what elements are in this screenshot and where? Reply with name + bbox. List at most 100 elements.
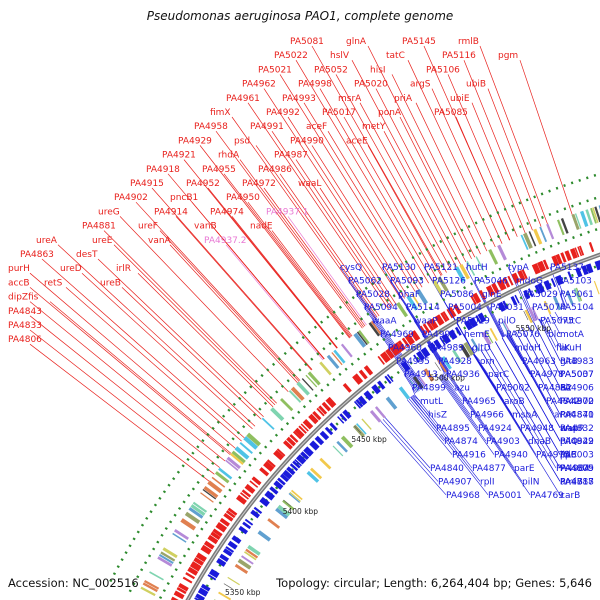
cog-block: [160, 551, 176, 562]
cog-block: [239, 442, 253, 454]
gene-block: [440, 312, 448, 323]
forward-leader-line: [383, 131, 457, 268]
forward-leader-line: [137, 272, 274, 408]
reverse-gene-label: PA5046: [474, 276, 508, 286]
forward-leader-line: [121, 287, 262, 420]
reverse-gene-label: PA4994: [422, 330, 456, 340]
cog-block: [593, 280, 600, 295]
cog-block: [398, 386, 411, 400]
scale-tick-mark: [354, 425, 362, 434]
reverse-leader-line: [382, 419, 439, 482]
forward-gene-label: irlR: [116, 264, 131, 274]
gene-block: [308, 413, 319, 425]
cog-block: [244, 551, 257, 561]
reverse-gene-label: PA4960: [388, 343, 422, 353]
reverse-leader-line: [505, 333, 507, 337]
gene-block: [236, 494, 247, 505]
reverse-gene-label: hutC: [560, 317, 581, 327]
reverse-gene-label: mdoH: [514, 343, 541, 353]
reverse-gene-label: PA4928: [438, 357, 472, 367]
gene-block: [216, 557, 227, 567]
reverse-gene-label: parC: [488, 370, 509, 380]
forward-leader-line: [29, 301, 226, 462]
cog-block: [368, 322, 381, 337]
reverse-leader-line: [544, 316, 561, 348]
forward-gene-label: PA4914: [154, 207, 188, 217]
reverse-gene-label: PA4907: [438, 477, 472, 487]
reverse-leader-line: [441, 374, 463, 402]
reverse-leader-line: [440, 374, 471, 415]
gene-block: [560, 252, 567, 263]
gene-block: [363, 390, 374, 401]
forward-gene-label: glnA: [346, 37, 367, 47]
reverse-gene-label: PA4842: [546, 397, 580, 407]
forward-gene-label: PA4987: [274, 151, 308, 161]
forward-leader-line: [199, 145, 350, 339]
gene-block: [442, 311, 450, 321]
reverse-gene-label: PA4877: [472, 464, 506, 474]
gene-block: [453, 303, 462, 315]
cog-block: [149, 571, 164, 581]
reverse-gene-label: wapR: [560, 424, 585, 434]
gene-block: [419, 325, 427, 336]
forward-leader-line: [519, 60, 573, 215]
reverse-gene-label: aruI: [560, 424, 578, 434]
gene-block: [193, 557, 205, 566]
reverse-gene-label: PA5062: [348, 276, 382, 286]
reverse-gene-label: gltD: [472, 343, 491, 353]
reverse-gene-label: waaA: [372, 317, 397, 327]
scale-tick-label: 5500 kbp: [430, 374, 466, 383]
gene-block: [225, 510, 236, 519]
forward-gene-label: PA4902: [114, 193, 148, 203]
reverse-gene-label: PA5031: [490, 303, 524, 313]
forward-leader-line: [29, 343, 210, 482]
cog-block: [356, 423, 367, 435]
forward-gene-label: fimX: [210, 108, 231, 118]
gene-block: [564, 250, 572, 262]
gene-block: [588, 241, 595, 253]
cog-block: [173, 528, 189, 541]
cog-block: [437, 359, 447, 373]
reverse-gene-label: PA5075: [540, 317, 574, 327]
forward-gene-label: PA4962: [242, 80, 276, 90]
forward-leader-line: [279, 173, 380, 317]
gene-block: [242, 521, 252, 530]
accession-text: Accession: NC_002516: [8, 576, 139, 590]
reverse-gene-label: PA4949: [560, 437, 594, 447]
gene-block: [282, 469, 293, 480]
gene-block: [517, 270, 526, 281]
forward-leader-line: [49, 301, 232, 454]
forward-strand-genes: [170, 241, 595, 600]
reverse-leader-line: [487, 345, 561, 469]
cog-block: [454, 266, 466, 283]
gene-block: [577, 246, 583, 257]
forward-leader-line: [175, 216, 312, 371]
reverse-gene-label: PA4787: [560, 477, 594, 487]
gene-block: [472, 292, 482, 304]
forward-gene-label: priA: [394, 94, 413, 104]
cog-block: [307, 371, 321, 386]
cog-block: [358, 330, 370, 345]
cog-block: [463, 341, 475, 356]
reverse-gene-label: PA5093: [390, 276, 424, 286]
cog-block: [172, 532, 187, 543]
gene-block: [279, 473, 290, 483]
cog-block: [396, 302, 409, 318]
forward-gene-label: ureG: [98, 207, 120, 217]
forward-gene-label: PA4918: [146, 165, 180, 175]
gene-block: [302, 419, 314, 430]
forward-gene-label: vanA: [148, 236, 172, 246]
gene-block: [581, 265, 589, 276]
reverse-gene-label: PA5004: [448, 303, 482, 313]
gene-block: [448, 329, 458, 340]
forward-gene-label: PA4990: [290, 136, 324, 146]
forward-gene-label: PA4986: [258, 165, 292, 175]
cog-block: [305, 374, 318, 388]
forward-gene-label: PA4921: [162, 151, 196, 161]
forward-leader-line: [255, 145, 378, 318]
forward-leader-line: [103, 230, 277, 404]
gene-block: [427, 344, 435, 354]
gene-block: [358, 369, 368, 380]
cog-block: [553, 296, 562, 311]
